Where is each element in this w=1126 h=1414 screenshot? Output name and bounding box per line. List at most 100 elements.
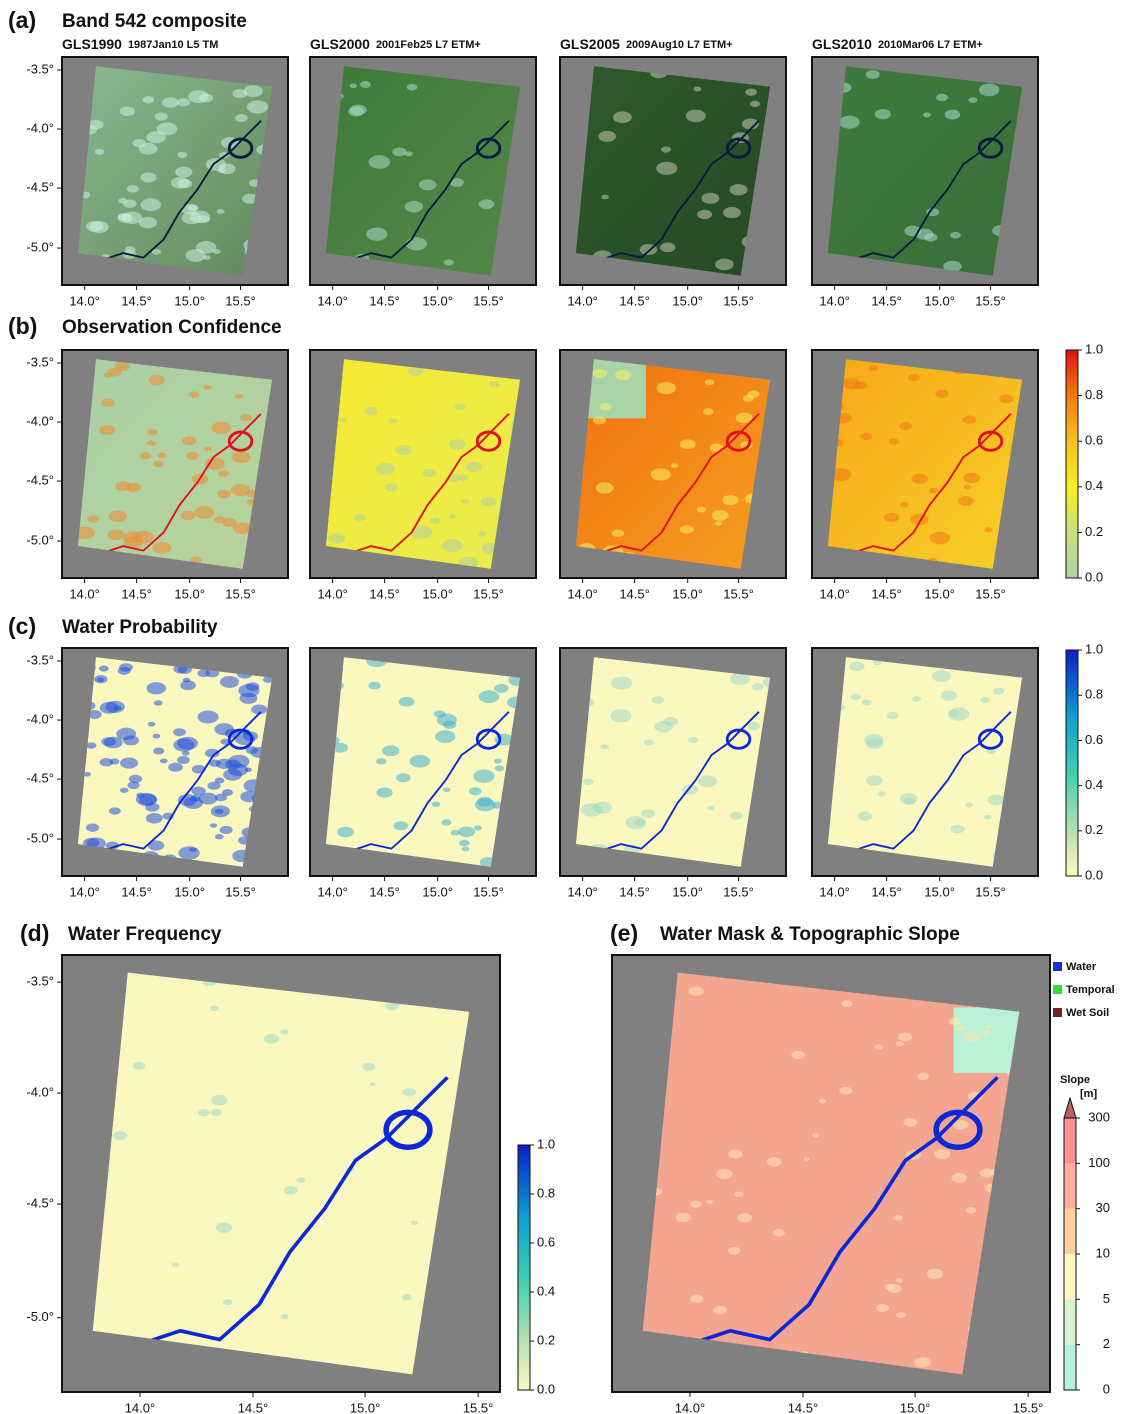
lat-tick-label: -3.5°	[26, 61, 54, 76]
lon-tick-label: 14.5°	[121, 586, 152, 601]
map-texture	[598, 131, 616, 142]
map-texture	[389, 418, 397, 423]
lon-tick-label: 14.0°	[819, 586, 850, 601]
map-image	[828, 66, 1022, 276]
map-caption: GLS20002001Feb25 L7 ETM+	[310, 36, 481, 52]
map-texture	[147, 682, 167, 694]
map-texture	[964, 1032, 981, 1042]
colorbar-band	[1064, 1299, 1076, 1344]
map-texture	[108, 530, 125, 540]
map-texture	[462, 847, 470, 852]
map-texture	[86, 824, 99, 832]
map-texture	[101, 737, 115, 746]
colorbar-label: 1.0	[537, 1136, 555, 1151]
lon-tick-label: 15.5°	[1013, 1400, 1044, 1414]
lon-tick-label: 15.0°	[422, 586, 453, 601]
map-scene: 2010Mar06 L7 ETM+	[878, 39, 983, 51]
map-texture	[215, 834, 224, 839]
map-texture	[392, 147, 406, 156]
lon-tick-label: 15.0°	[174, 884, 205, 899]
map-texture	[812, 1133, 819, 1138]
colorbar-label: 5	[1103, 1291, 1110, 1306]
map-texture	[654, 721, 672, 732]
map-texture	[339, 418, 347, 423]
map-texture	[149, 375, 165, 385]
map-texture	[680, 525, 694, 533]
map-texture	[220, 826, 233, 834]
lon-tick-label: 14.0°	[125, 1400, 156, 1414]
map-texture	[697, 507, 707, 513]
lon-tick-label: 14.5°	[871, 884, 902, 899]
map-texture	[244, 85, 263, 97]
map-texture	[232, 451, 251, 463]
map-texture	[101, 399, 115, 407]
map-texture	[140, 198, 161, 211]
map-texture	[370, 1082, 376, 1086]
map-texture	[932, 670, 951, 682]
colorbar-label: 0.0	[537, 1381, 555, 1396]
lon-tick-label: 15.0°	[422, 884, 453, 899]
map-texture	[215, 794, 227, 802]
map-texture	[190, 211, 210, 224]
legend-swatch	[1053, 1008, 1062, 1017]
map-texture	[113, 1131, 128, 1140]
map-texture	[592, 369, 607, 378]
map-texture	[735, 1192, 744, 1198]
map-texture	[178, 179, 193, 188]
map-texture	[211, 805, 230, 817]
map-base	[828, 66, 1022, 276]
map-texture	[791, 1051, 805, 1059]
map-texture	[479, 199, 495, 209]
map-texture	[120, 106, 135, 116]
map-texture	[210, 823, 217, 828]
map-texture	[862, 699, 872, 705]
map-texture	[625, 816, 646, 829]
colorbar-label: 0.0	[1085, 569, 1103, 584]
lon-tick-label: 15.5°	[723, 293, 754, 308]
figure: (a)Band 542 composite-3.5°-4.0°-4.5°-5.0…	[0, 0, 1126, 1414]
map-texture	[423, 469, 436, 477]
map-texture	[899, 422, 912, 430]
map-texture	[211, 1095, 228, 1105]
map-texture	[728, 1247, 741, 1255]
lon-tick-label: 14.0°	[819, 293, 850, 308]
map-texture	[495, 765, 505, 771]
map-texture	[146, 813, 163, 824]
map-texture	[443, 787, 450, 792]
map-texture	[601, 195, 608, 200]
map-texture	[715, 259, 734, 271]
map-texture	[860, 433, 872, 440]
map-texture	[958, 496, 974, 506]
colorbar-label: 0.2	[1085, 822, 1103, 837]
map-texture	[449, 514, 456, 519]
lon-tick-label: 14.0°	[819, 884, 850, 899]
map-texture	[923, 112, 931, 117]
lon-tick-label: 14.0°	[567, 293, 598, 308]
map-texture	[458, 827, 475, 838]
lat-tick-label: -3.5°	[26, 652, 54, 667]
map-texture	[129, 775, 142, 783]
map-texture	[411, 1221, 418, 1225]
lon-tick-label: 14.5°	[121, 293, 152, 308]
map-texture	[235, 114, 248, 122]
map-texture	[693, 87, 701, 92]
map-texture	[839, 1087, 852, 1095]
map-name: GLS2005	[560, 36, 620, 52]
map-texture	[661, 146, 671, 152]
map-texture	[177, 756, 190, 764]
map-texture	[362, 1063, 375, 1071]
map-texture	[900, 793, 918, 804]
map-texture	[134, 531, 154, 544]
map-texture	[109, 807, 121, 814]
lat-tick-label: -4.5°	[26, 180, 54, 195]
map-texture	[804, 1157, 810, 1161]
map-texture	[329, 533, 346, 543]
map-texture	[701, 193, 719, 204]
lon-tick-label: 14.5°	[369, 884, 400, 899]
map-texture	[601, 744, 609, 749]
map-texture	[878, 791, 887, 796]
map-texture	[223, 1299, 233, 1305]
map-scene: 1987Jan10 L5 TM	[128, 39, 219, 51]
map-texture	[715, 521, 722, 526]
map-texture	[985, 1025, 991, 1029]
